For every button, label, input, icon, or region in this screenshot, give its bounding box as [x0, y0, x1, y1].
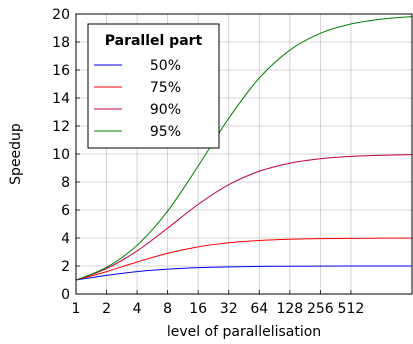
x-tick-label: 16 [189, 301, 207, 317]
y-tick-label: 2 [61, 259, 70, 275]
y-tick-label: 20 [52, 7, 70, 23]
y-tick-label: 0 [61, 287, 70, 303]
legend-entry-label: 50% [150, 58, 181, 74]
series-line-50-percent [75, 265, 413, 281]
legend-entry-label: 95% [150, 124, 181, 140]
y-tick-label: 18 [52, 35, 70, 51]
y-tick-label: 12 [52, 119, 70, 135]
x-tick-label: 32 [220, 301, 238, 317]
x-tick-label: 4 [133, 301, 142, 317]
x-tick-label: 512 [338, 301, 365, 317]
legend-entry-label: 90% [150, 102, 181, 118]
legend-box [87, 23, 220, 149]
y-axis-label: Speedup [8, 123, 24, 185]
series-line-75-percent [75, 237, 413, 281]
legend-entry-label: 75% [150, 80, 181, 96]
ticks [75, 13, 352, 295]
legend-entries: 50% 75% 90% 95% [94, 58, 181, 140]
y-tick-label: 4 [61, 231, 70, 247]
x-tick-label: 1 [72, 301, 81, 317]
y-tick-label: 16 [52, 63, 70, 79]
y-tick-label: 10 [52, 147, 70, 163]
y-tick-label: 8 [61, 175, 70, 191]
legend-title: Parallel part [105, 33, 203, 49]
legend: Parallel part 50% 75% 90% 95% [87, 23, 220, 149]
series-layer [75, 16, 413, 281]
x-tick-label: 128 [276, 301, 303, 317]
series-line-95-percent [75, 16, 413, 281]
x-tick-label: 64 [250, 301, 268, 317]
x-axis-label: level of parallelisation [167, 324, 321, 340]
x-tick-label: 2 [102, 301, 111, 317]
x-tick-label: 256 [307, 301, 334, 317]
x-tick-label: 8 [163, 301, 172, 317]
y-tick-label: 6 [61, 203, 70, 219]
series-line-90-percent [75, 154, 413, 281]
y-tick-label: 14 [52, 91, 70, 107]
